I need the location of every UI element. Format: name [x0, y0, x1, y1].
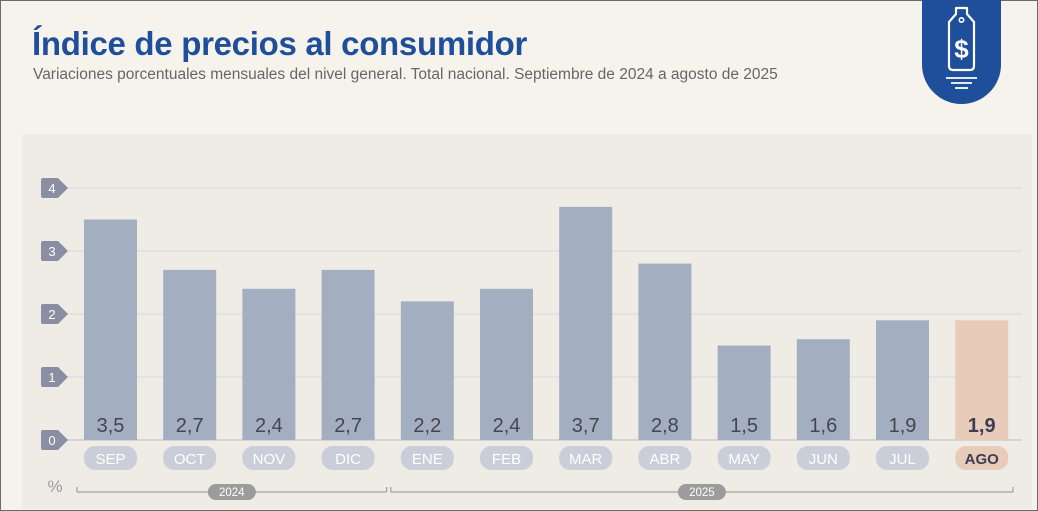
- y-tick-badge: [41, 304, 68, 324]
- category-pill: [163, 446, 217, 470]
- y-tick-label: 2: [48, 307, 55, 322]
- y-tick-label: 4: [48, 181, 55, 196]
- bar-value-label: 3,5: [97, 415, 125, 437]
- year-badge: [677, 484, 726, 500]
- bar: [480, 288, 533, 440]
- bar-value-label: 2,7: [176, 415, 204, 437]
- category-pill: [559, 446, 613, 470]
- category-pill: [480, 446, 533, 470]
- category-pill: [400, 446, 454, 470]
- bar-value-label: 2,4: [255, 415, 283, 437]
- category-pill: [638, 446, 692, 470]
- bar-value-label: 2,7: [334, 415, 362, 437]
- page-subtitle: Variaciones porcentuales mensuales del n…: [33, 66, 778, 83]
- bar: [796, 339, 850, 440]
- category-label: DIC: [335, 451, 361, 468]
- category-label: NOV: [253, 451, 286, 468]
- category-label: MAR: [569, 451, 603, 468]
- category-pill: [796, 446, 850, 470]
- category-label: AGO: [965, 451, 1000, 468]
- category-pill: [321, 446, 375, 470]
- bar-value-label: 1,5: [730, 415, 758, 437]
- bar-value-label: 1,9: [968, 415, 996, 437]
- bar-value-label: 1,6: [809, 415, 837, 437]
- page-title: Índice de precios al consumidor: [32, 25, 527, 62]
- category-label: FEB: [492, 451, 521, 468]
- bar: [717, 345, 771, 440]
- category-label: SEP: [95, 451, 125, 468]
- y-tick-label: 3: [48, 244, 55, 259]
- bar-value-label: 2,8: [651, 415, 679, 437]
- bar: [955, 320, 1009, 440]
- category-pill: [717, 446, 771, 470]
- y-tick-label: 1: [48, 370, 55, 385]
- year-label: 2025: [689, 487, 715, 499]
- bar-value-label: 1,9: [889, 415, 917, 437]
- bar: [400, 301, 454, 440]
- category-pill: [876, 446, 929, 470]
- bar-value-label: 3,7: [572, 415, 600, 437]
- y-tick-badge: [41, 367, 68, 387]
- bar-value-label: 2,4: [493, 415, 521, 437]
- bar: [163, 269, 217, 440]
- bar-value-label: 2,2: [413, 415, 441, 437]
- y-tick-label: 0: [48, 433, 55, 448]
- y-tick-badge: [41, 178, 68, 198]
- y-tick-badge: [41, 430, 68, 450]
- bar: [559, 206, 613, 440]
- year-badge: [207, 484, 256, 500]
- category-label: OCT: [174, 451, 206, 468]
- category-label: ABR: [649, 451, 680, 468]
- bar: [84, 219, 137, 440]
- bar: [321, 269, 375, 440]
- svg-text:$: $: [954, 34, 969, 64]
- category-pill: [955, 446, 1009, 470]
- y-unit-label: %: [47, 477, 62, 496]
- y-tick-badge: [41, 241, 68, 261]
- price-tag-dollar-icon: $: [922, 0, 1001, 104]
- category-label: ENE: [412, 451, 443, 468]
- category-pill: [84, 446, 137, 470]
- bar: [242, 288, 296, 440]
- bar: [638, 263, 692, 440]
- category-pill: [242, 446, 296, 470]
- category-label: JUN: [809, 451, 838, 468]
- category-label: JUL: [889, 451, 916, 468]
- year-label: 2024: [219, 487, 245, 499]
- bar: [876, 320, 929, 440]
- category-label: MAY: [728, 451, 759, 468]
